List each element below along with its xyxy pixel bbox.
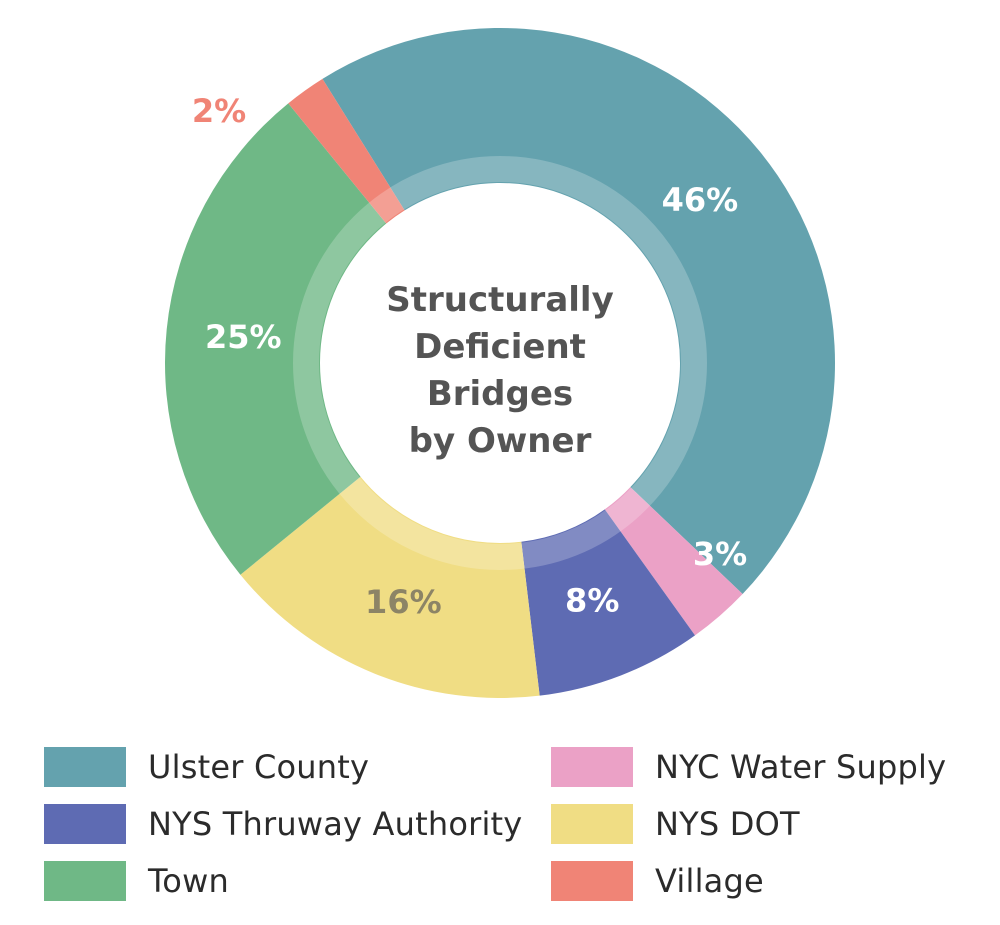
slice-label-town: 25%: [205, 318, 282, 356]
legend-label-nys-thruway-authority: NYS Thruway Authority: [148, 805, 523, 843]
chart-title-line: Deficient: [414, 327, 586, 367]
slice-nyc-water-supply: [604, 487, 743, 636]
legend-label-village: Village: [655, 862, 764, 900]
legend-item-town: Town: [44, 859, 229, 903]
legend-item-nyc-water-supply: NYC Water Supply: [551, 745, 946, 789]
slice-label-nyc-water-supply: 3%: [693, 535, 747, 573]
slice-village: [288, 78, 405, 224]
slice-label-nys-dot: 16%: [365, 583, 442, 621]
legend-item-ulster-county: Ulster County: [44, 745, 369, 789]
slice-labels: 46% 3% 8% 16% 25% 2%: [192, 92, 747, 621]
chart-title: Structurally Deficient Bridges by Owner: [386, 280, 614, 461]
legend-swatch-nys-thruway-authority: [44, 804, 126, 844]
slice-label-nys-thruway-authority: 8%: [565, 582, 619, 620]
legend-swatch-ulster-county: [44, 747, 126, 787]
legend-item-nys-thruway-authority: NYS Thruway Authority: [44, 802, 522, 846]
legend-item-village: Village: [551, 859, 764, 903]
legend-swatch-nyc-water-supply: [551, 747, 633, 787]
slice-label-village: 2%: [192, 92, 246, 130]
legend: Ulster County NYS Thruway Authority Town…: [0, 735, 1000, 915]
slice-town: [164, 103, 387, 575]
chart-title-line: by Owner: [409, 421, 592, 461]
slice-nys-dot: [240, 476, 540, 698]
chart-title-line: Structurally: [386, 280, 614, 320]
legend-swatch-village: [551, 861, 633, 901]
legend-label-ulster-county: Ulster County: [148, 748, 370, 786]
donut-slices: [164, 27, 836, 698]
legend-item-nys-dot: NYS DOT: [551, 802, 800, 846]
chart-title-line: Bridges: [427, 374, 573, 414]
legend-swatch-town: [44, 861, 126, 901]
legend-label-town: Town: [148, 862, 229, 900]
legend-swatch-nys-dot: [551, 804, 633, 844]
inner-ring-highlight: [293, 156, 707, 570]
slice-label-ulster-county: 46%: [662, 181, 739, 219]
slice-ulster-county: [322, 27, 836, 595]
legend-label-nys-dot: NYS DOT: [655, 805, 800, 843]
legend-label-nyc-water-supply: NYC Water Supply: [655, 748, 947, 786]
slice-nys-thruway-authority: [521, 509, 696, 696]
donut-chart: 46% 3% 8% 16% 25% 2% Structurally Deficient Bri…: [164, 27, 836, 698]
